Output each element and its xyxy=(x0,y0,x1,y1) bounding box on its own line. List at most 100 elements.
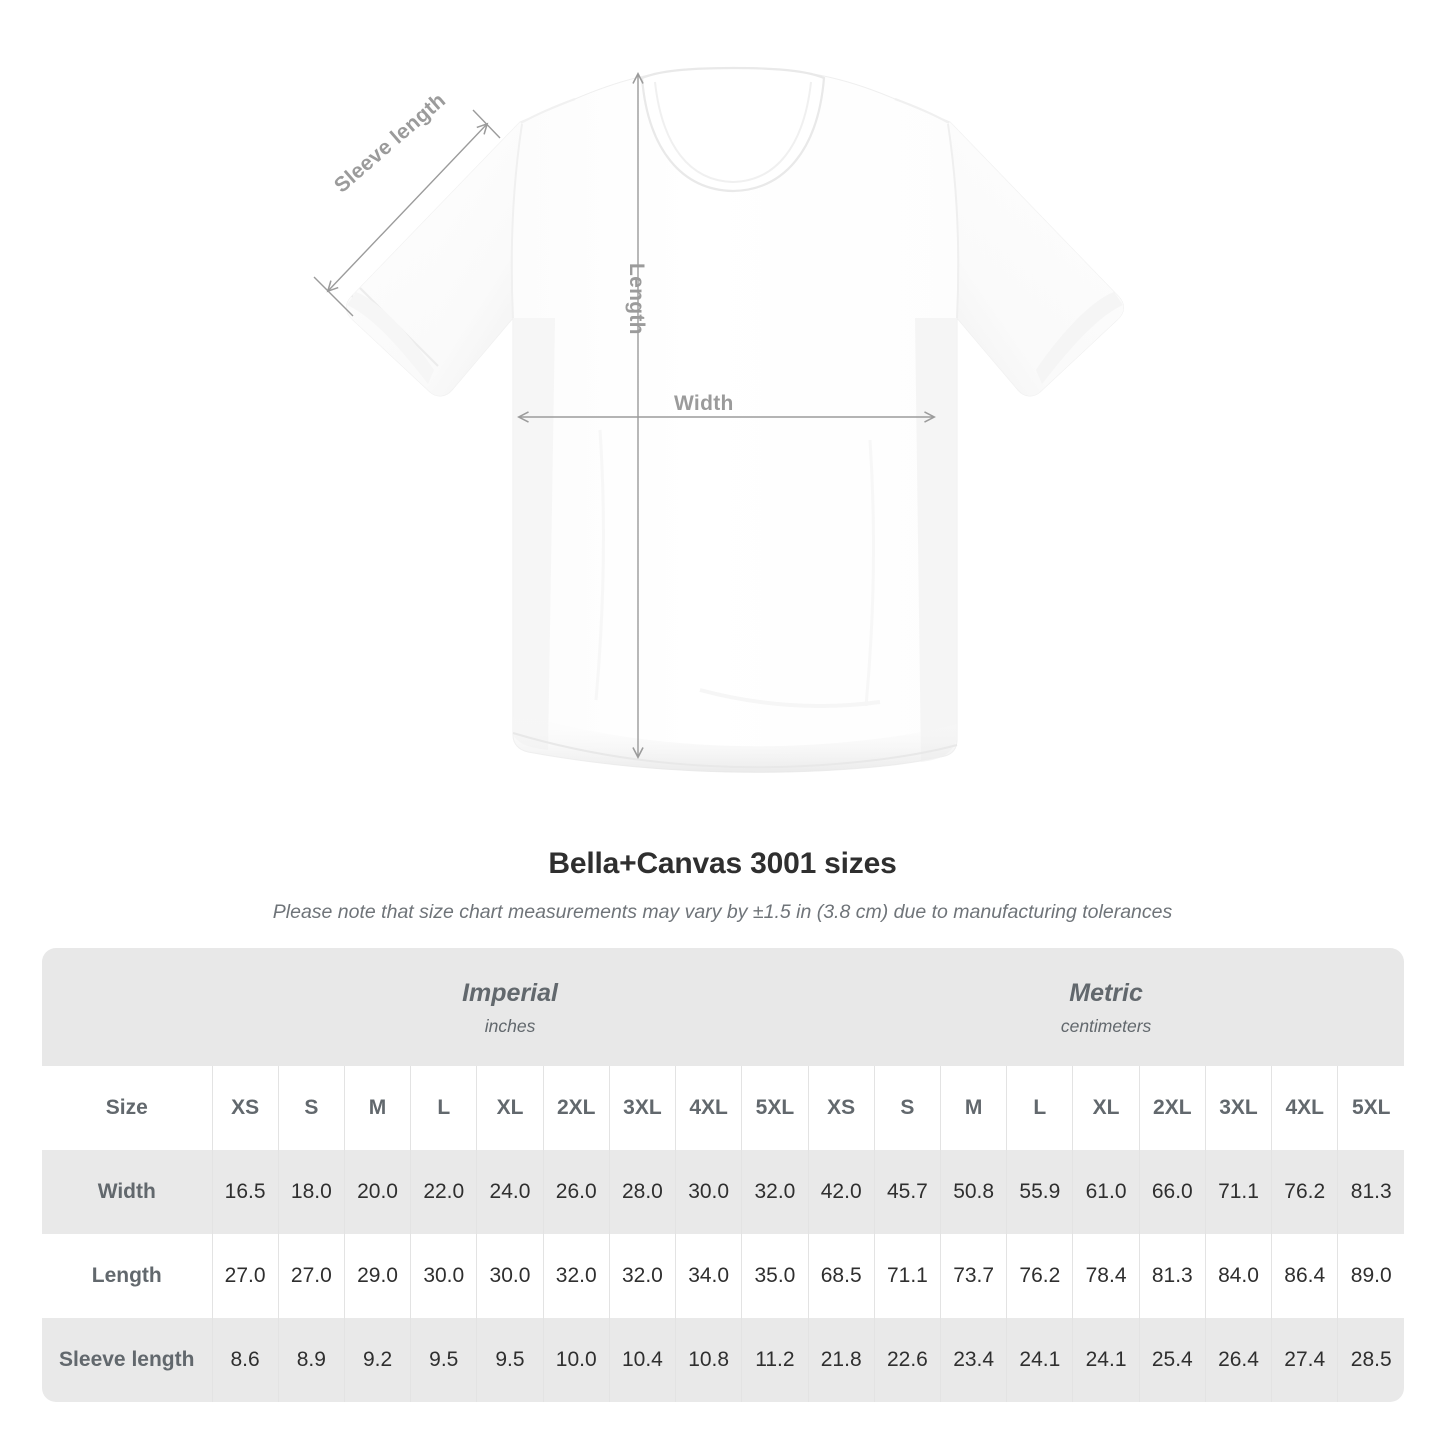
shirt-collar-inner xyxy=(654,81,812,184)
measurement-cell: 32.0 xyxy=(542,1234,610,1318)
size-header-cell: XL xyxy=(476,1066,544,1150)
size-header-cell: M xyxy=(343,1066,411,1150)
size-header-cell: 4XL xyxy=(675,1066,742,1150)
measurement-cell: 27.0 xyxy=(277,1234,345,1318)
size-table-head: Imperial inches Metric centimeters xyxy=(42,948,1405,1066)
shirt-hem-line xyxy=(512,732,958,769)
tshirt-diagram: Sleeve length Length Width xyxy=(313,66,1124,773)
size-header-cell: XS xyxy=(807,1066,875,1150)
measurement-row-label: Width xyxy=(42,1150,212,1234)
measurement-cell: 8.9 xyxy=(277,1318,345,1402)
shirt-left-shadow xyxy=(513,318,555,750)
shirt-left-shoulder-seam xyxy=(520,98,576,124)
measurement-cell: 25.4 xyxy=(1138,1318,1206,1402)
measurement-cell: 76.2 xyxy=(1271,1150,1338,1234)
unit-group-metric-sub: centimeters xyxy=(1060,1015,1152,1036)
unit-group-row: Imperial inches Metric centimeters xyxy=(42,948,1405,1066)
measurement-cell: 71.1 xyxy=(1204,1150,1272,1234)
measurement-cell: 21.8 xyxy=(807,1318,875,1402)
shirt-left-cuff-band xyxy=(347,292,434,384)
measurement-cell: 24.1 xyxy=(1006,1318,1073,1402)
length-label: Length xyxy=(625,263,648,335)
size-header-cell: 3XL xyxy=(608,1066,676,1150)
measurement-cell: 29.0 xyxy=(343,1234,411,1318)
measurement-cell: 20.0 xyxy=(343,1150,411,1234)
measurement-cell: 10.4 xyxy=(608,1318,676,1402)
table-row: Width 16.5 18.0 20.0 22.0 24.0 26.0 28.0 30.0 32.… xyxy=(42,1150,1405,1234)
shirt-fold-2 xyxy=(864,439,875,707)
size-chart-table-wrapper: Imperial inches Metric centimeters Size X… xyxy=(42,948,1405,1402)
measurement-cell: 18.0 xyxy=(277,1150,345,1234)
measurement-cell: 9.2 xyxy=(343,1318,411,1402)
shirt-left-armhole-seam xyxy=(510,123,523,319)
measurement-cell: 61.0 xyxy=(1072,1150,1140,1234)
unit-group-imperial: Imperial inches xyxy=(212,948,809,1066)
measurement-cell: 10.0 xyxy=(542,1318,610,1402)
measurement-cell: 9.5 xyxy=(476,1318,544,1402)
tolerance-note: Please note that size chart measurements… xyxy=(272,901,1173,923)
shirt-right-cuff-band xyxy=(1036,292,1123,384)
measurement-cell: 22.0 xyxy=(410,1150,477,1234)
shirt-right-shoulder-seam xyxy=(894,98,950,124)
shirt-right-armhole-seam xyxy=(947,123,960,319)
measurement-cell: 86.4 xyxy=(1271,1234,1338,1318)
unit-group-metric-name: Metric xyxy=(1069,978,1143,1007)
measurement-cell: 10.8 xyxy=(675,1318,742,1402)
shirt-right-sleeve-shade xyxy=(950,122,1124,396)
measurement-cell: 34.0 xyxy=(675,1234,742,1318)
measurement-arrows xyxy=(313,72,936,759)
size-header-cell: S xyxy=(277,1066,345,1150)
measurement-cell: 11.2 xyxy=(741,1318,809,1402)
measurement-cell: 71.1 xyxy=(873,1234,941,1318)
measurement-cell: 68.5 xyxy=(807,1234,875,1318)
shirt-right-shadow xyxy=(915,318,957,762)
tshirt-illustration xyxy=(313,66,1124,773)
sleeve-length-arrow xyxy=(326,122,489,293)
measurement-cell: 28.5 xyxy=(1337,1318,1405,1402)
measurement-cell: 30.0 xyxy=(410,1234,477,1318)
unit-group-spacer xyxy=(42,948,212,1066)
measurement-cell: 24.1 xyxy=(1072,1318,1140,1402)
measurement-cell: 55.9 xyxy=(1006,1150,1073,1234)
measurement-cell: 32.0 xyxy=(741,1150,809,1234)
measurement-cell: 84.0 xyxy=(1204,1234,1272,1318)
measurement-cell: 89.0 xyxy=(1337,1234,1405,1318)
sleeve-cap-lower xyxy=(313,276,354,317)
size-header-cell: 3XL xyxy=(1204,1066,1272,1150)
measurement-cell: 81.3 xyxy=(1337,1150,1405,1234)
size-header-cell: 2XL xyxy=(542,1066,610,1150)
shirt-fold-1 xyxy=(594,429,605,701)
measurement-cell: 9.5 xyxy=(410,1318,477,1402)
size-header-cell: 2XL xyxy=(1138,1066,1206,1150)
page-title: Bella+Canvas 3001 sizes xyxy=(548,847,897,880)
measurement-cell: 50.8 xyxy=(940,1150,1007,1234)
size-chart-table: Imperial inches Metric centimeters Size X… xyxy=(42,948,1405,1402)
heading-block: Bella+Canvas 3001 sizes Please note that… xyxy=(0,845,1445,925)
measurement-cell: 32.0 xyxy=(608,1234,676,1318)
measurement-cell: 73.7 xyxy=(940,1234,1007,1318)
size-header-cell: 5XL xyxy=(741,1066,809,1150)
measurement-cell: 24.0 xyxy=(476,1150,544,1234)
sleeve-cap-upper xyxy=(472,109,501,139)
measurement-cell: 81.3 xyxy=(1138,1234,1206,1318)
size-table-body: Size XS S M L XL 2XL 3XL 4XL 5XL XS S M L XL 2XL 3XL 4XL 5… xyxy=(42,1066,1405,1402)
measurement-cell: 76.2 xyxy=(1006,1234,1073,1318)
unit-group-metric: Metric centimeters xyxy=(808,948,1405,1066)
measurement-cell: 78.4 xyxy=(1072,1234,1140,1318)
size-header-cell: 4XL xyxy=(1271,1066,1338,1150)
measurement-cell: 42.0 xyxy=(807,1150,875,1234)
measurement-cell: 16.5 xyxy=(211,1150,279,1234)
measurement-cell: 27.4 xyxy=(1271,1318,1338,1402)
measurement-cell: 35.0 xyxy=(741,1234,809,1318)
measurement-cell: 30.0 xyxy=(476,1234,544,1318)
measurement-row-label: Sleeve length xyxy=(42,1318,212,1402)
size-header-cell: L xyxy=(410,1066,477,1150)
measurement-cell: 27.0 xyxy=(211,1234,279,1318)
shirt-body-group xyxy=(346,66,1124,773)
shirt-collar xyxy=(640,66,826,193)
measurement-cell: 26.4 xyxy=(1204,1318,1272,1402)
measurement-cell: 26.0 xyxy=(542,1150,610,1234)
unit-group-imperial-name: Imperial xyxy=(462,978,558,1007)
measurement-row-label: Length xyxy=(42,1234,212,1318)
size-header-cell: L xyxy=(1006,1066,1073,1150)
